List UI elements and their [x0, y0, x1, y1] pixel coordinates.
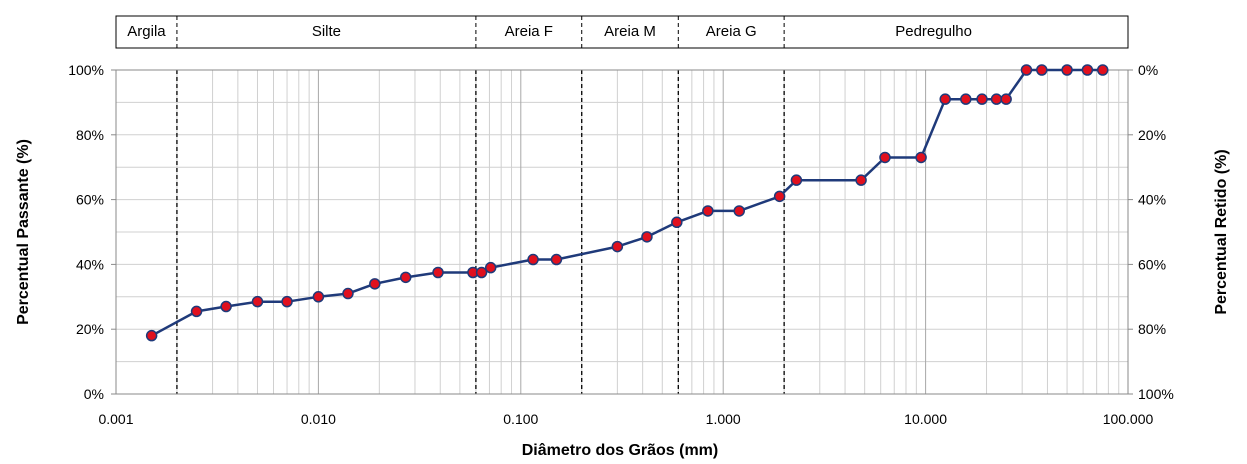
x-tick-label: 100.000 [1103, 411, 1154, 427]
y2-axis-tick-labels: 100% 80% 60% 40% 20% 0% [1138, 62, 1174, 402]
data-point [671, 216, 683, 229]
data-point [399, 271, 412, 284]
data-point [550, 253, 563, 266]
x-axis-title: Diâmetro dos Grãos (mm) [522, 442, 718, 459]
y-tick-label: 0% [84, 386, 104, 402]
data-point [145, 329, 158, 342]
data-point [990, 93, 1003, 105]
data-point [879, 151, 891, 164]
y-tick-label: 100% [68, 62, 104, 78]
y2-tick-label: 40% [1138, 192, 1166, 208]
size-class-header-box [115, 15, 1129, 49]
data-point [1061, 64, 1073, 76]
data-point [342, 287, 354, 300]
x-tick-label: 10.000 [904, 411, 947, 427]
size-class-label: Argila [127, 23, 166, 40]
data-point [1020, 64, 1033, 76]
data-point [251, 295, 264, 308]
data-point [939, 93, 951, 105]
data-point [475, 266, 488, 279]
y-axis-tick-labels: 0% 20% 40% 60% 80% 100% [68, 62, 104, 402]
y2-tick-label: 60% [1138, 256, 1166, 272]
data-point [773, 190, 786, 203]
y-tick-label: 40% [76, 256, 104, 272]
y2-axis-title: Percentual Retido (%) [1213, 149, 1230, 314]
size-class-header: Argila Silte Areia F Areia M Areia G Pedregul… [115, 15, 1129, 49]
data-point [611, 240, 624, 253]
y-axis-title: Percentual Passante (%) [15, 139, 32, 325]
plot-grid [116, 70, 1128, 394]
size-class-label: Silte [312, 23, 341, 40]
data-point [190, 305, 203, 318]
y2-tick-label: 0% [1138, 62, 1158, 78]
data-point [281, 295, 293, 308]
data-point [312, 291, 325, 303]
data-point [527, 253, 539, 266]
y2-tick-label: 100% [1138, 386, 1174, 402]
x-tick-label: 1.000 [706, 411, 741, 427]
data-point [790, 174, 803, 186]
size-class-label: Areia G [706, 23, 757, 40]
data-point [1036, 64, 1048, 76]
data-point [976, 93, 988, 105]
plot-area-border [115, 69, 1129, 395]
data-point [220, 300, 232, 313]
data-point [702, 205, 714, 217]
y2-tick-label: 80% [1138, 321, 1166, 337]
data-point [1096, 64, 1109, 76]
class-boundary-lines [176, 70, 785, 394]
data-point [855, 174, 867, 186]
y-tick-label: 20% [76, 321, 104, 337]
data-point [960, 93, 972, 105]
data-point [432, 266, 444, 279]
x-tick-label: 0.010 [301, 411, 336, 427]
size-class-label: Pedregulho [895, 23, 972, 40]
x-tick-label: 0.001 [98, 411, 133, 427]
y-tick-label: 80% [76, 127, 104, 143]
data-point [484, 261, 497, 274]
data-point [641, 231, 653, 243]
series-passing-percent [145, 64, 1109, 342]
x-axis-tick-labels: 0.001 0.010 0.100 1.000 10.000 100.000 [98, 411, 1153, 427]
size-class-label: Areia M [604, 23, 656, 40]
data-point [915, 151, 927, 164]
x-tick-label: 0.100 [503, 411, 538, 427]
data-point [1081, 64, 1094, 76]
plot-frame [111, 69, 1133, 395]
series-line [151, 68, 1103, 337]
data-point [733, 205, 745, 217]
data-point [369, 278, 381, 290]
size-class-label: Areia F [505, 23, 553, 40]
y2-tick-label: 20% [1138, 127, 1166, 143]
data-point [1000, 93, 1012, 105]
y-tick-label: 60% [76, 192, 104, 208]
